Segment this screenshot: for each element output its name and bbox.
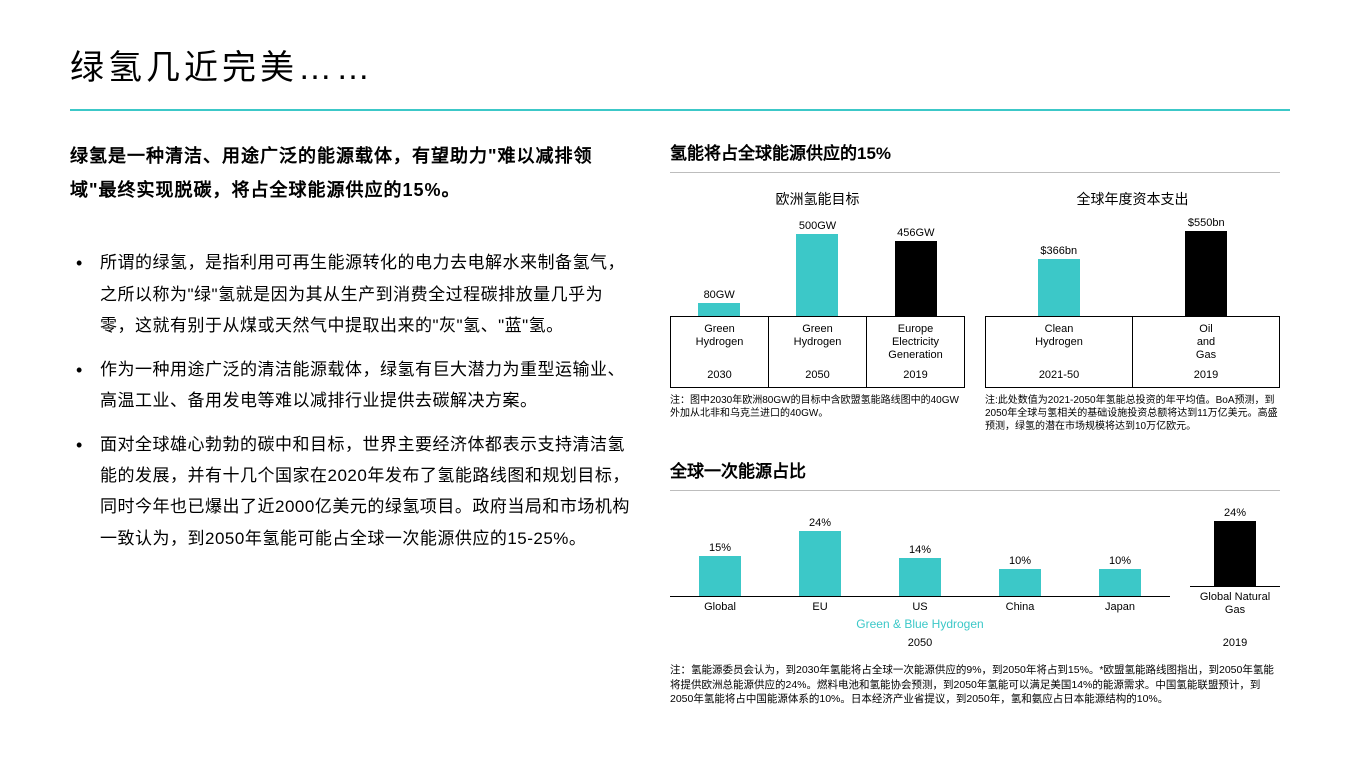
bar-value-label: 24% [1224, 507, 1246, 519]
chart2-note: 注:此处数值为2021-2050年氢能总投资的年平均值。BoA预测，到2050年… [985, 394, 1280, 433]
note-bottom: 注：氢能源委员会认为，到2030年氢能将占全球一次能源供应的9%，到2050年将… [670, 663, 1280, 707]
section1-heading: 氢能将占全球能源供应的15% [670, 139, 1280, 164]
chart3-bars-left: 15% 24% 14% 10% 10% [670, 517, 1170, 597]
bar-value-label: 14% [909, 544, 931, 556]
category-cell: GreenHydrogen [768, 317, 866, 367]
category-cell: US [870, 597, 970, 613]
subcategory-cell: 2050 [768, 367, 866, 388]
bar-cell: 10% [1070, 555, 1170, 596]
bullet-list: 所谓的绿氢，是指利用可再生能源转化的电力去电解水来制备氢气，之所以称为"绿"氢就… [70, 247, 630, 554]
bar-value-label: $366bn [1040, 245, 1077, 257]
chart3-right-year: 2019 [1190, 637, 1280, 649]
bar-cell: 456GW [867, 227, 965, 316]
bar-value-label: 10% [1109, 555, 1131, 567]
right-column: 氢能将占全球能源供应的15% 欧洲氢能目标 80GW 500GW 456GW Gre… [670, 139, 1280, 707]
bar [899, 558, 941, 596]
bar-cell: 80GW [670, 289, 768, 316]
title-divider [70, 109, 1290, 111]
bar-cell: 24% [1190, 507, 1280, 586]
bar-value-label: 80GW [704, 289, 735, 301]
bar-cell: $550bn [1133, 217, 1281, 316]
bar-value-label: 10% [1009, 555, 1031, 567]
section1-underline [670, 172, 1280, 173]
bar-value-label: $550bn [1188, 217, 1225, 229]
chart3-right: 24% Global Natural Gas 2019 [1190, 507, 1280, 649]
bar [1214, 521, 1256, 586]
bar-cell: 14% [870, 544, 970, 596]
chart1-category-row2: 203020502019 [670, 367, 965, 388]
chart1-panel: 欧洲氢能目标 80GW 500GW 456GW GreenHydrogenGreen… [670, 189, 965, 433]
chart1-category-row1: GreenHydrogenGreenHydrogenEuropeElectric… [670, 317, 965, 367]
subcategory-cell: 2019 [866, 367, 965, 388]
bullet-item: 所谓的绿氢，是指利用可再生能源转化的电力去电解水来制备氢气，之所以称为"绿"氢就… [100, 247, 630, 341]
category-cell: EuropeElectricityGeneration [866, 317, 965, 367]
bar [895, 241, 937, 316]
chart2-category-row1: CleanHydrogenOilandGas [985, 317, 1280, 367]
bar [1038, 259, 1080, 316]
chart2-panel: 全球年度资本支出 $366bn $550bn CleanHydrogenOilan… [985, 189, 1280, 433]
subcategory-cell: 2019 [1132, 367, 1280, 388]
section2-underline [670, 490, 1280, 491]
columns: 绿氢是一种清洁、用途广泛的能源载体，有望助力"难以减排领域"最终实现脱碳，将占全… [70, 139, 1289, 707]
subcategory-cell: 2030 [670, 367, 768, 388]
chart1-bars: 80GW 500GW 456GW [670, 217, 965, 317]
bar [1185, 231, 1227, 316]
category-cell: CleanHydrogen [985, 317, 1132, 367]
bar-value-label: 15% [709, 542, 731, 554]
slide: 绿氢几近完美…… 绿氢是一种清洁、用途广泛的能源载体，有望助力"难以减排领域"最… [0, 0, 1359, 727]
chart3-group-year: 2050 [670, 637, 1170, 649]
category-cell: China [970, 597, 1070, 613]
bar-value-label: 456GW [897, 227, 934, 239]
category-cell: Japan [1070, 597, 1170, 613]
intro-text: 绿氢是一种清洁、用途广泛的能源载体，有望助力"难以减排领域"最终实现脱碳，将占全… [70, 139, 630, 207]
category-cell: GreenHydrogen [670, 317, 768, 367]
bar [699, 556, 741, 596]
chart3-bars-right: 24% [1190, 507, 1280, 587]
bar-cell: 15% [670, 542, 770, 596]
bar-cell: 24% [770, 517, 870, 596]
chart3-wrap: 15% 24% 14% 10% 10% GlobalEUUSChinaJapan Gre… [670, 507, 1280, 649]
bar [999, 569, 1041, 596]
left-column: 绿氢是一种清洁、用途广泛的能源载体，有望助力"难以减排领域"最终实现脱碳，将占全… [70, 139, 630, 707]
bar [698, 303, 740, 316]
chart2-bars: $366bn $550bn [985, 217, 1280, 317]
subcategory-cell: 2021-50 [985, 367, 1132, 388]
chart3-categories-left: GlobalEUUSChinaJapan [670, 597, 1170, 613]
chart2-title: 全球年度资本支出 [985, 189, 1280, 209]
chart3-left: 15% 24% 14% 10% 10% GlobalEUUSChinaJapan Gre… [670, 517, 1170, 649]
bullet-item: 面对全球雄心勃勃的碳中和目标，世界主要经济体都表示支持清洁氢能的发展，并有十几个… [100, 429, 630, 555]
bar-cell: $366bn [985, 245, 1133, 316]
bar-value-label: 24% [809, 517, 831, 529]
page-title: 绿氢几近完美…… [70, 40, 1289, 89]
chart-row-1: 欧洲氢能目标 80GW 500GW 456GW GreenHydrogenGreen… [670, 189, 1280, 433]
bar [799, 531, 841, 596]
chart3-right-cat: Global Natural Gas [1190, 587, 1280, 617]
chart2-category-row2: 2021-502019 [985, 367, 1280, 388]
chart1-note: 注：图中2030年欧洲80GW的目标中含欧盟氢能路线图中的40GW外加从北非和乌… [670, 394, 965, 420]
bullet-item: 作为一种用途广泛的清洁能源载体，绿氢有巨大潜力为重型运输业、高温工业、备用发电等… [100, 354, 630, 417]
category-cell: Global [670, 597, 770, 613]
bar [796, 234, 838, 316]
section2-heading: 全球一次能源占比 [670, 457, 1280, 482]
category-cell: OilandGas [1132, 317, 1280, 367]
category-cell: EU [770, 597, 870, 613]
bar [1099, 569, 1141, 596]
bar-cell: 500GW [768, 220, 866, 316]
bar-cell: 10% [970, 555, 1070, 596]
chart1-title: 欧洲氢能目标 [670, 189, 965, 209]
bar-value-label: 500GW [799, 220, 836, 232]
chart3-group-label: Green & Blue Hydrogen [670, 617, 1170, 631]
